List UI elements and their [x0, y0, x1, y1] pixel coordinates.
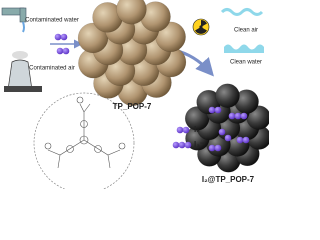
- legend-dot: [172, 141, 180, 149]
- iodine-dot: [60, 33, 68, 41]
- iodine-dot: [240, 112, 248, 120]
- zoom-circle: [33, 92, 135, 189]
- iodine-dot: [62, 47, 70, 55]
- iodine-dot: [208, 106, 216, 114]
- sphere: [215, 83, 240, 108]
- legend-dot: [184, 141, 192, 149]
- iodine-dot: [234, 112, 242, 120]
- iodine-dot: [214, 106, 222, 114]
- iodine-dot: [228, 112, 236, 120]
- iodine-dot: [236, 136, 244, 144]
- legend-dot: [176, 126, 184, 134]
- label: Clean air: [234, 28, 258, 34]
- label: Clean water: [230, 60, 262, 66]
- legend-label: I₂: [194, 125, 200, 134]
- iodine-dot: [224, 134, 232, 142]
- legend-dot: [182, 126, 190, 134]
- label: I₂@TP_POP-7: [202, 175, 255, 184]
- iodine-dot: [56, 47, 64, 55]
- label: Contaminated air: [29, 66, 75, 72]
- page: Contaminated water Contaminated air TP_P…: [1, 0, 269, 189]
- iodine-dot: [218, 128, 226, 136]
- label: Contaminated water: [25, 18, 79, 24]
- sphere: [116, 0, 147, 25]
- molecule: [44, 96, 126, 169]
- legend-label: I₃⁻: [194, 140, 204, 149]
- air-icon: [220, 8, 264, 16]
- plant-icon: [4, 51, 42, 92]
- faucet-icon: [1, 7, 27, 33]
- figure: Contaminated water Contaminated air TP_P…: [1, 0, 269, 189]
- iodine-dot: [208, 144, 216, 152]
- label: TP_POP-7: [113, 102, 152, 111]
- iodine-dot: [54, 33, 62, 41]
- iodine-dot: [242, 136, 250, 144]
- water-icon: [224, 44, 264, 53]
- legend-dot: [178, 141, 186, 149]
- radiation-icon: [192, 18, 210, 36]
- iodine-dot: [214, 144, 222, 152]
